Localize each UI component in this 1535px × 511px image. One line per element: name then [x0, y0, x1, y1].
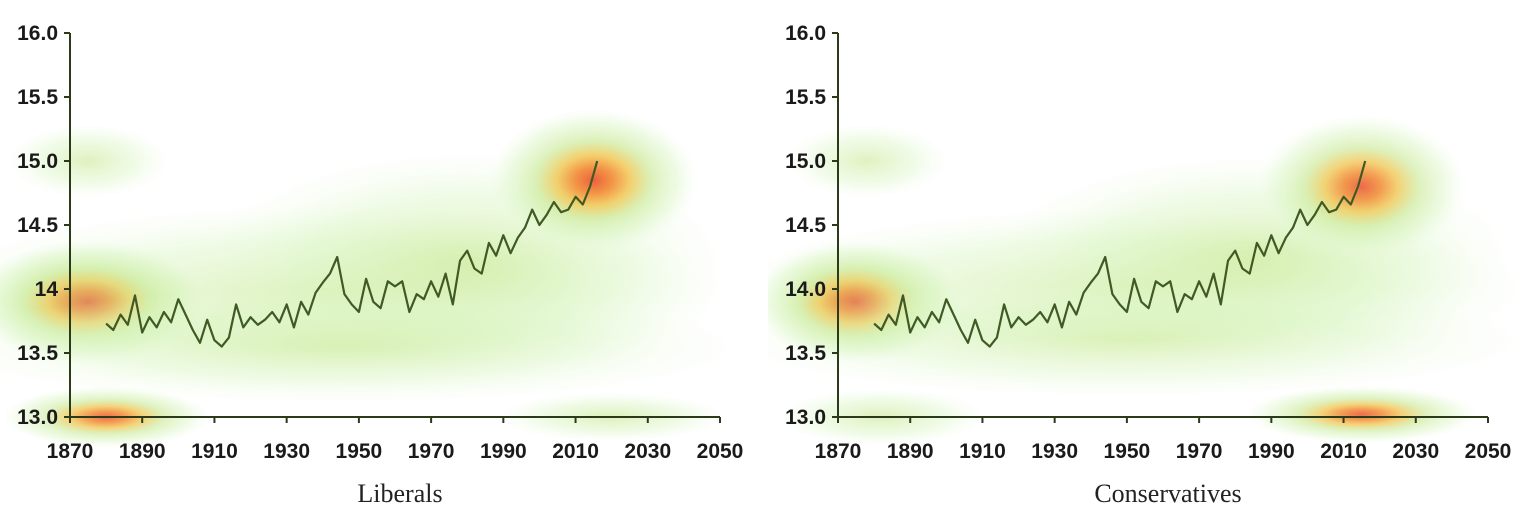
- density-layer: [768, 114, 1532, 446]
- x-tick-label: 1930: [263, 440, 310, 463]
- chart-liberals-svg: 16.0 15.5 15.0 14.5 14 13.5 13.0 1870 1890 1910 19…: [0, 22, 746, 508]
- density-blob: [7, 124, 169, 198]
- y-tick-label: 15.5: [785, 86, 826, 109]
- x-tick-label: 1870: [47, 440, 94, 463]
- x-tick-label: 2030: [624, 440, 671, 463]
- x-tick-label: 1950: [1104, 440, 1151, 463]
- x-tick-label: 1970: [1176, 440, 1223, 463]
- panel-label: Liberals: [357, 479, 442, 508]
- density-blob: [1257, 114, 1466, 259]
- x-tick-label: 1870: [815, 440, 862, 463]
- temperature-line: [873, 160, 1367, 348]
- x-tick-label: 1890: [119, 440, 166, 463]
- density-blob: [489, 108, 698, 252]
- x-tick-label: 1910: [959, 440, 1006, 463]
- x-tick-label: 1910: [191, 440, 238, 463]
- y-tick-label: 14.5: [17, 214, 58, 237]
- chart-liberals: 16.0 15.5 15.0 14.5 14 13.5 13.0 1870 1890 1910 19…: [0, 0, 767, 511]
- y-tick-label: 15.5: [17, 86, 58, 109]
- x-tick-label: 1970: [408, 440, 455, 463]
- chart-conservatives: 16.0 15.5 15.0 14.5 14.0 13.5 13.0 1870 1890 1910…: [768, 0, 1535, 511]
- y-tick-label: 16.0: [785, 22, 826, 45]
- x-tick-label: 2010: [1320, 440, 1367, 463]
- x-tick-label: 2050: [697, 440, 744, 463]
- y-tick-label: 15.0: [785, 150, 826, 173]
- x-tick-label: 1990: [480, 440, 527, 463]
- y-tick-label: 13.0: [17, 406, 58, 429]
- x-tick-label: 2030: [1392, 440, 1439, 463]
- panel-label: Conservatives: [1094, 479, 1241, 508]
- x-tick-label: 1990: [1248, 440, 1295, 463]
- temperature-line: [105, 160, 599, 348]
- density-blob: [1246, 385, 1478, 444]
- x-tick-label: 2010: [552, 440, 599, 463]
- x-tick-label: 2050: [1465, 440, 1512, 463]
- y-tick-label: 14.0: [785, 278, 826, 301]
- y-tick-label: 14: [35, 278, 59, 301]
- density-blob: [768, 282, 1532, 398]
- y-tick-label: 13.5: [17, 342, 58, 365]
- y-tick-label: 14.5: [785, 214, 826, 237]
- x-tick-label: 1950: [336, 440, 383, 463]
- density-layer: [0, 108, 746, 448]
- x-tick-label: 1930: [1031, 440, 1078, 463]
- density-blob: [786, 124, 948, 198]
- y-tick-label: 13.0: [785, 406, 826, 429]
- y-tick-label: 16.0: [17, 22, 58, 45]
- y-tick-label: 15.0: [17, 150, 58, 173]
- y-tick-label: 13.5: [785, 342, 826, 365]
- chart-conservatives-svg: 16.0 15.5 15.0 14.5 14.0 13.5 13.0 1870 1890 1910…: [768, 22, 1532, 508]
- x-tick-label: 1890: [887, 440, 934, 463]
